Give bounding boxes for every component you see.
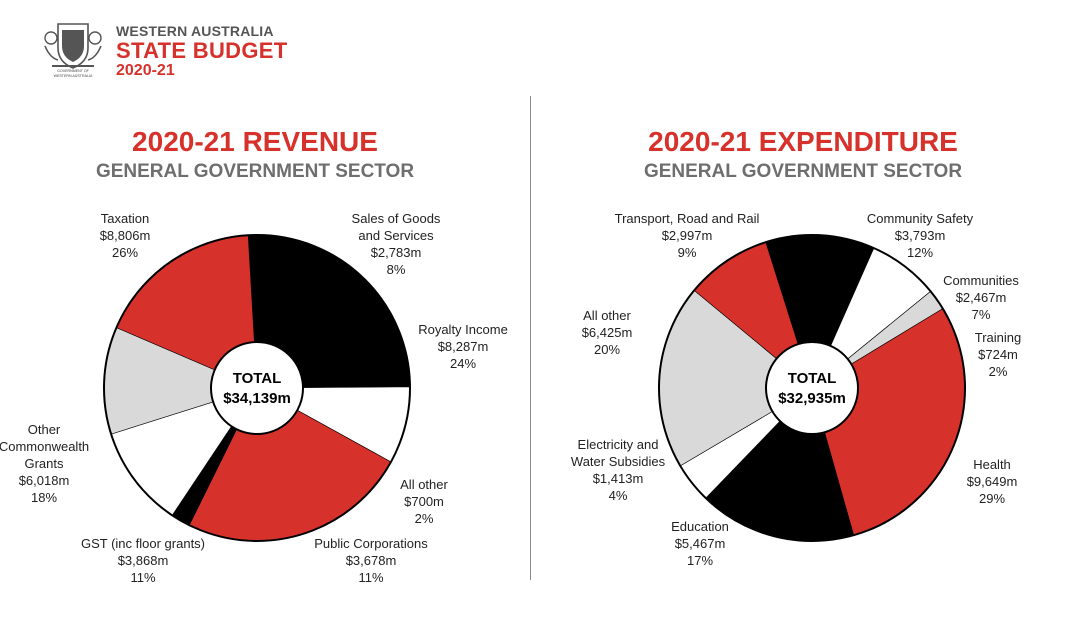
revenue-total-value: $34,139m: [223, 390, 291, 407]
header-line-state-budget: STATE BUDGET: [116, 38, 288, 63]
revenue-label-taxation-0: Taxation $8,806m 26%: [100, 211, 151, 260]
revenue-chart-title: 2020-21 REVENUE: [132, 126, 378, 157]
revenue-total-center: [210, 341, 304, 435]
revenue-label-gst-inc-floor-grants-5: GST (inc floor grants) $3,868m 11%: [81, 536, 205, 585]
expenditure-chart-title: 2020-21 EXPENDITURE: [648, 126, 958, 157]
revenue-label-sales-of-goods-and-services-1: Sales of Goods and Services $2,783m 8%: [352, 211, 441, 277]
expenditure-label-education-4: Education $5,467m 17%: [671, 519, 729, 568]
expenditure-outline: [658, 234, 966, 542]
revenue-total-label: TOTAL: [233, 370, 282, 387]
section-divider: [530, 96, 531, 580]
header-line-western-australia: WESTERN AUSTRALIA: [116, 23, 274, 39]
svg-text:GOVERNMENT OF: GOVERNMENT OF: [57, 69, 89, 73]
expenditure-label-electricity-and-water-subsidies-5: Electricity and Water Subsidies $1,413m 4%: [571, 437, 666, 503]
revenue-label-all-other-3: All other $700m 2%: [400, 477, 448, 526]
expenditure-label-health-3: Health $9,649m 29%: [967, 457, 1018, 506]
expenditure-label-training-2: Training $724m 2%: [975, 330, 1021, 379]
revenue-label-public-corporations-4: Public Corporations $3,678m 11%: [314, 536, 428, 585]
revenue-outline: [103, 234, 411, 542]
expenditure-label-community-safety-0: Community Safety $3,793m 12%: [867, 211, 974, 260]
expenditure-label-transport-road-and-rail-7: Transport, Road and Rail $2,997m 9%: [615, 211, 760, 260]
expenditure-chart: 2020-21 EXPENDITURE GENERAL GOVERNMENT S…: [571, 126, 1021, 568]
header-line-year: 2020-21: [116, 62, 175, 79]
expenditure-label-communities-1: Communities $2,467m 7%: [943, 273, 1019, 322]
header: GOVERNMENT OF WESTERN AUSTRALIA WESTERN …: [38, 18, 358, 80]
expenditure-label-all-other-6: All other $6,425m 20%: [582, 308, 633, 357]
expenditure-total-label: TOTAL: [788, 370, 837, 387]
wa-coat-of-arms-icon: GOVERNMENT OF WESTERN AUSTRALIA: [44, 23, 102, 78]
revenue-label-royalty-income-2: Royalty Income $8,287m 24%: [418, 322, 508, 371]
expenditure-chart-subtitle: GENERAL GOVERNMENT SECTOR: [644, 161, 962, 182]
svg-text:WESTERN AUSTRALIA: WESTERN AUSTRALIA: [54, 74, 93, 78]
revenue-chart-subtitle: GENERAL GOVERNMENT SECTOR: [96, 161, 414, 182]
revenue-chart: 2020-21 REVENUE GENERAL GOVERNMENT SECTO…: [0, 126, 508, 585]
revenue-label-other-commonwealth-grants-6: Other Commonwealth Grants $6,018m 18%: [0, 422, 89, 505]
expenditure-total-value: $32,935m: [778, 390, 846, 407]
expenditure-total-center: [765, 341, 859, 435]
